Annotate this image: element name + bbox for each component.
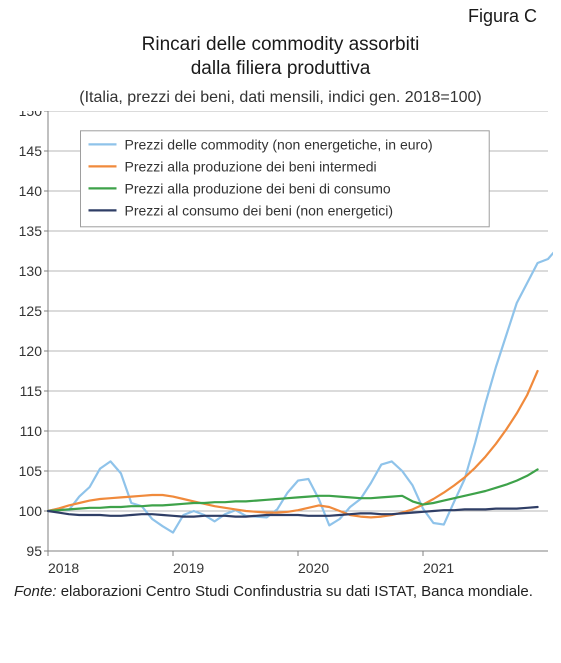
- svg-text:2018: 2018: [48, 560, 79, 576]
- svg-text:Prezzi alla produzione dei ben: Prezzi alla produzione dei beni di consu…: [125, 180, 391, 196]
- svg-text:Prezzi alla produzione dei ben: Prezzi alla produzione dei beni intermed…: [125, 158, 377, 174]
- chart-title: Rincari delle commodity assorbiti dalla …: [8, 33, 553, 81]
- chart-title-line1: Rincari delle commodity assorbiti: [142, 34, 420, 55]
- svg-text:Prezzi al consumo dei beni (no: Prezzi al consumo dei beni (non energeti…: [125, 202, 393, 218]
- svg-text:145: 145: [19, 143, 43, 159]
- line-chart: 95 100 105 110 115 120 125 130 135 140 145 150 2018 2…: [8, 111, 553, 581]
- svg-text:105: 105: [19, 463, 43, 479]
- figure-label: Figura C: [8, 6, 553, 27]
- svg-text:135: 135: [19, 223, 43, 239]
- svg-text:110: 110: [20, 423, 43, 439]
- chart-title-line2: dalla filiera produttiva: [191, 58, 371, 79]
- svg-text:2021: 2021: [423, 560, 454, 576]
- svg-text:140: 140: [19, 183, 43, 199]
- svg-text:100: 100: [19, 503, 43, 519]
- svg-text:95: 95: [26, 543, 42, 559]
- svg-text:115: 115: [20, 383, 43, 399]
- chart-area: 95 100 105 110 115 120 125 130 135 140 145 150 2018 2…: [8, 111, 553, 581]
- svg-text:2020: 2020: [298, 560, 329, 576]
- svg-text:2019: 2019: [173, 560, 204, 576]
- source-footnote: Fonte: elaborazioni Centro Studi Confind…: [8, 583, 553, 602]
- svg-text:120: 120: [19, 343, 43, 359]
- svg-text:130: 130: [19, 263, 43, 279]
- chart-subtitle: (Italia, prezzi dei beni, dati mensili, …: [8, 89, 553, 107]
- svg-text:150: 150: [19, 111, 43, 119]
- svg-text:Prezzi delle commodity (non en: Prezzi delle commodity (non energetiche,…: [125, 136, 433, 152]
- source-text: elaborazioni Centro Studi Confindustria …: [57, 583, 533, 600]
- svg-text:125: 125: [19, 303, 43, 319]
- source-prefix: Fonte:: [14, 583, 57, 600]
